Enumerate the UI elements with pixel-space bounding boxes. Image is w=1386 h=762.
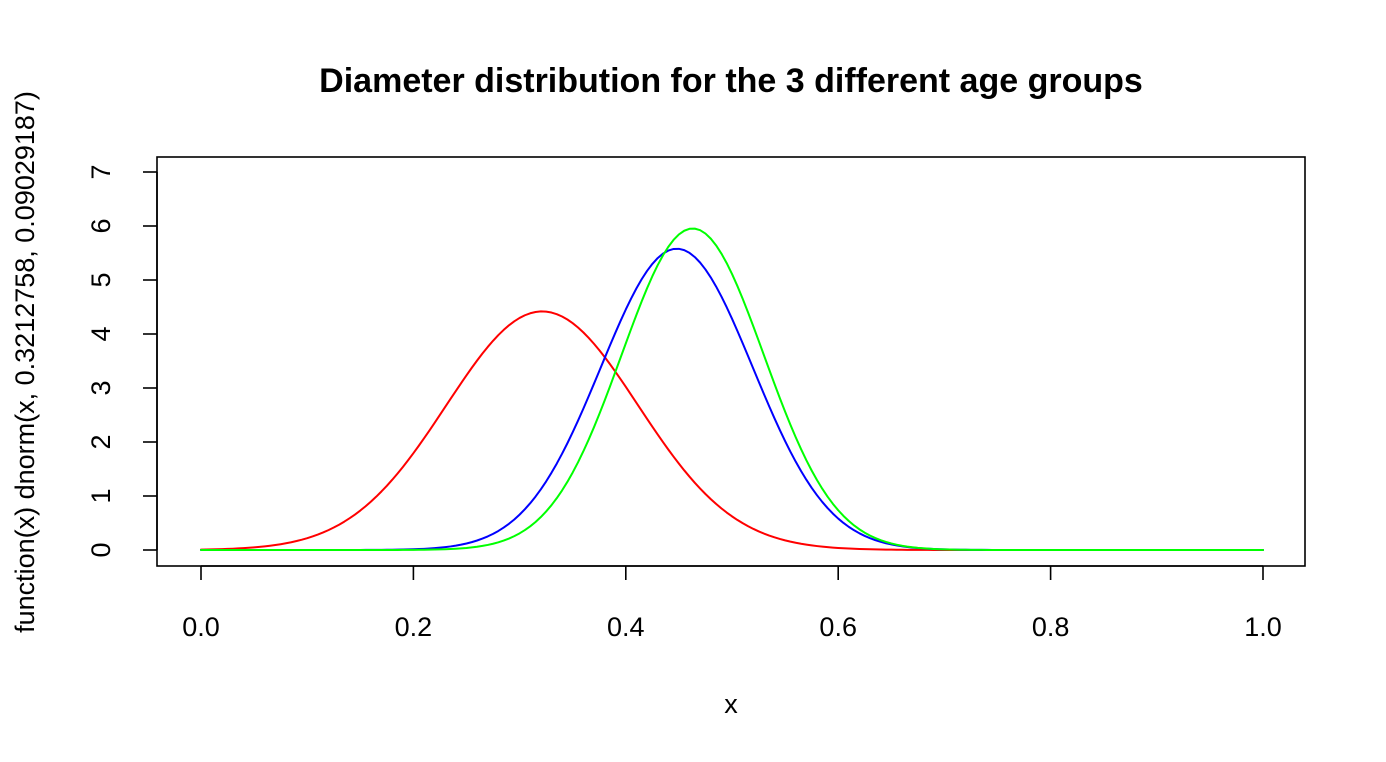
y-tick-label: 3: [86, 380, 116, 395]
y-tick-label: 1: [86, 488, 116, 503]
x-tick-label: 0.2: [395, 612, 433, 642]
y-tick-label: 4: [86, 326, 116, 341]
series-line-2: [200, 247, 1264, 551]
curves: [200, 227, 1264, 551]
x-tick-label: 0.8: [1032, 612, 1070, 642]
x-axis: 0.0 0.2 0.4 0.6 0.8 1.0: [182, 565, 1282, 642]
series-line-3: [200, 227, 1264, 551]
y-tick-label: 5: [86, 272, 116, 287]
y-axis-label: function(x) dnorm(x, 0.3212758, 0.090291…: [10, 91, 40, 633]
x-tick-label: 0.6: [819, 612, 857, 642]
x-axis-label: x: [724, 689, 738, 719]
y-tick-label: 2: [86, 434, 116, 449]
series-line-1: [200, 310, 1264, 551]
x-tick-label: 0.4: [607, 612, 645, 642]
y-tick-label: 0: [86, 542, 116, 557]
y-axis: 0 1 2 3 4 5 6 7: [86, 164, 158, 558]
plot-frame: [156, 156, 1306, 567]
x-tick-label: 0.0: [182, 612, 220, 642]
y-tick-label: 7: [86, 164, 116, 179]
y-tick-label: 6: [86, 218, 116, 233]
x-tick-label: 1.0: [1244, 612, 1282, 642]
chart-title: Diameter distribution for the 3 differen…: [319, 62, 1143, 100]
